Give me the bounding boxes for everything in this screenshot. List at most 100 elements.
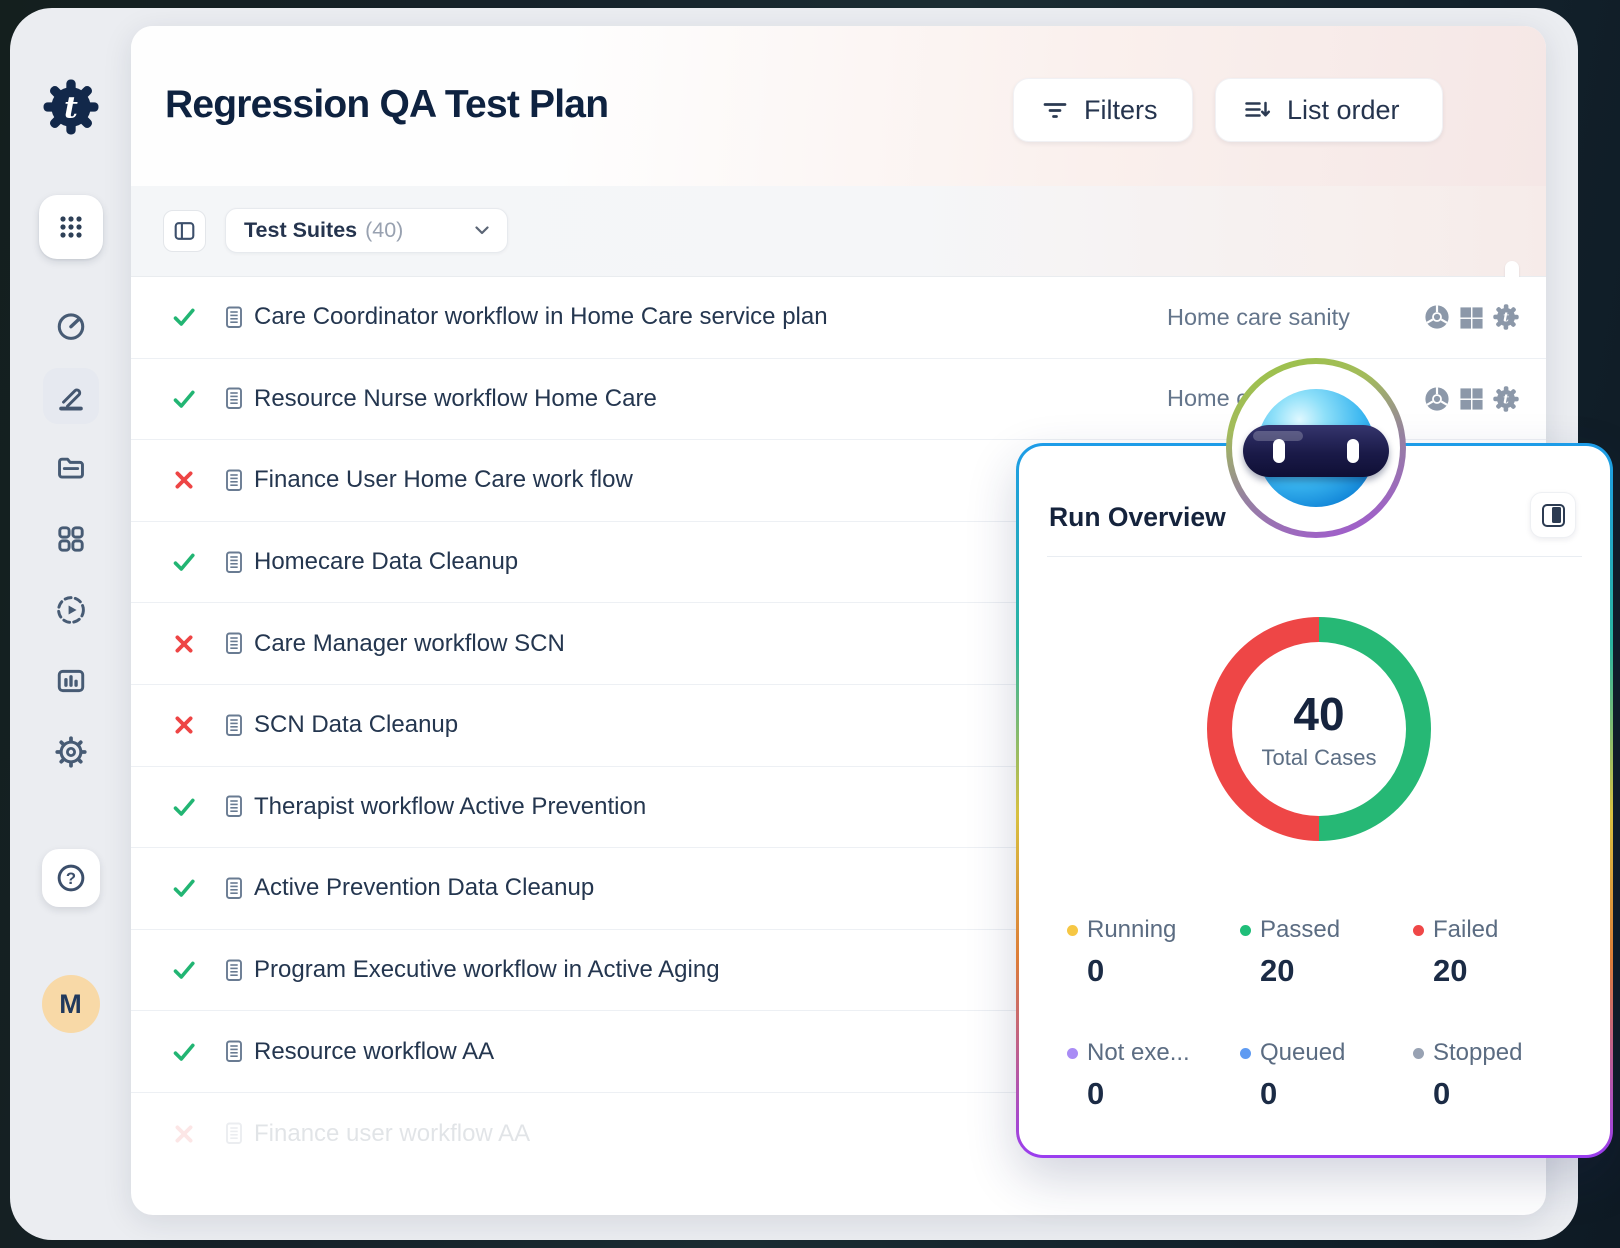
document-icon — [224, 305, 244, 330]
suite-title: Care Coordinator workflow in Home Care s… — [254, 303, 828, 331]
filters-button[interactable]: Filters — [1013, 78, 1193, 142]
document-icon — [224, 1121, 244, 1146]
question-circle-icon: ? — [57, 864, 84, 892]
suite-tag: Home care sanity — [1167, 303, 1350, 330]
suite-title: Program Executive workflow in Active Agi… — [254, 956, 720, 984]
sidebar-item-suites[interactable] — [43, 511, 99, 567]
apps-grid-button[interactable] — [38, 195, 103, 259]
suite-title: Active Prevention Data Cleanup — [254, 874, 595, 902]
sidebar-item-edit[interactable] — [42, 368, 99, 424]
folder-icon — [57, 457, 84, 479]
sidebar-item-files[interactable] — [43, 440, 99, 496]
filter-lines-icon — [1043, 103, 1067, 118]
legend-label: Running — [1087, 916, 1177, 943]
document-icon — [224, 468, 244, 493]
user-avatar[interactable]: M — [41, 975, 100, 1033]
filters-label: Filters — [1084, 94, 1158, 125]
legend-item-failed: Failed 20 — [1413, 916, 1586, 989]
windows-icon — [1460, 307, 1483, 329]
legend-item-running: Running 0 — [1067, 916, 1240, 989]
speedometer-icon — [57, 313, 84, 340]
svg-text:t: t — [1503, 311, 1509, 326]
pencil-icon — [58, 388, 83, 411]
test-suite-row[interactable]: Care Coordinator workflow in Home Care s… — [131, 277, 1546, 359]
chrome-icon — [1425, 305, 1449, 329]
ai-bot-avatar — [1226, 358, 1406, 538]
failed-x-icon — [175, 471, 193, 489]
document-icon — [224, 631, 244, 656]
passed-check-icon — [173, 390, 195, 408]
collapse-sidebar-button[interactable] — [163, 210, 206, 252]
document-icon — [224, 386, 244, 411]
svg-text:t: t — [64, 90, 78, 125]
platform-icons: t — [1424, 304, 1519, 330]
panel-right-icon — [1541, 503, 1565, 527]
passed-check-icon — [173, 308, 195, 327]
queued-dot-icon — [1240, 1047, 1251, 1059]
list-toolbar: Test Suites (40) — [131, 186, 1546, 277]
failed-x-icon — [175, 635, 193, 653]
svg-text:t: t — [1503, 392, 1509, 407]
sidebar-item-dashboard[interactable] — [43, 298, 99, 354]
grid-dots-icon — [59, 216, 82, 238]
panel-left-icon — [174, 222, 195, 240]
run-overview-card: Run Overview 40 Total Cases Running 0 Pa… — [1016, 443, 1613, 1158]
platform-icons: t — [1424, 386, 1519, 412]
donut-center: 40 Total Cases — [1199, 609, 1439, 849]
run-overview-title: Run Overview — [1049, 502, 1226, 532]
suite-title: SCN Data Cleanup — [254, 711, 459, 739]
testrig-gear-icon: t — [1493, 304, 1519, 330]
document-icon — [224, 550, 244, 575]
legend-value: 0 — [1087, 953, 1105, 988]
legend-label: Failed — [1433, 916, 1499, 943]
legend-value: 0 — [1087, 1076, 1105, 1111]
robot-eye-left — [1273, 439, 1285, 463]
document-icon — [224, 876, 244, 901]
test-suites-dropdown[interactable]: Test Suites (40) — [225, 208, 508, 253]
run-overview-donut: 40 Total Cases — [1199, 609, 1439, 849]
play-circle-icon — [56, 596, 85, 624]
legend-value: 20 — [1260, 953, 1295, 988]
suite-title: Homecare Data Cleanup — [254, 548, 519, 576]
document-icon — [224, 713, 244, 738]
sidebar-item-settings[interactable] — [43, 724, 99, 780]
stopped-dot-icon — [1413, 1047, 1424, 1059]
list-order-button[interactable]: List order — [1215, 78, 1443, 142]
card-divider — [1047, 556, 1582, 557]
legend-item-passed: Passed 20 — [1240, 916, 1413, 989]
suites-label: Test Suites — [244, 218, 358, 242]
legend-item-queued: Queued 0 — [1240, 1039, 1413, 1112]
total-cases-value: 40 — [1293, 688, 1345, 740]
legend-value: 0 — [1433, 1076, 1451, 1111]
passed-check-icon — [173, 553, 195, 571]
document-icon — [224, 1039, 244, 1064]
windows-icon — [1460, 388, 1483, 410]
passed-check-icon — [173, 961, 195, 979]
bar-chart-icon — [57, 669, 84, 693]
sort-list-icon — [1245, 101, 1271, 117]
suite-title: Therapist workflow Active Prevention — [254, 792, 647, 820]
suite-title: Finance user workflow AA — [254, 1119, 531, 1147]
app-logo: t — [42, 78, 100, 136]
legend-label: Passed — [1260, 916, 1341, 943]
blocks-icon — [57, 526, 84, 552]
suite-title: Care Manager workflow SCN — [254, 629, 565, 657]
list-order-label: List order — [1287, 94, 1400, 125]
bot-disc — [1232, 364, 1400, 532]
total-cases-label: Total Cases — [1261, 745, 1377, 770]
legend-value: 0 — [1260, 1076, 1278, 1111]
legend-item-not-executed: Not exe... 0 — [1067, 1039, 1240, 1112]
run-overview-card-body: Run Overview 40 Total Cases Running 0 Pa… — [1019, 446, 1610, 1155]
sidebar-item-runs[interactable] — [43, 582, 99, 638]
expand-panel-button[interactable] — [1530, 492, 1576, 538]
testrig-gear-icon: t — [1493, 386, 1519, 412]
donut-chart-icon — [1207, 617, 1431, 841]
chevron-down-icon — [475, 226, 489, 235]
help-button[interactable]: ? — [41, 849, 100, 907]
suite-title: Finance User Home Care work flow — [254, 466, 633, 494]
passed-check-icon — [173, 1043, 195, 1061]
running-dot-icon — [1067, 924, 1078, 936]
sidebar-item-reports[interactable] — [43, 653, 99, 709]
svg-text:?: ? — [65, 869, 75, 888]
passed-dot-icon — [1240, 924, 1251, 936]
